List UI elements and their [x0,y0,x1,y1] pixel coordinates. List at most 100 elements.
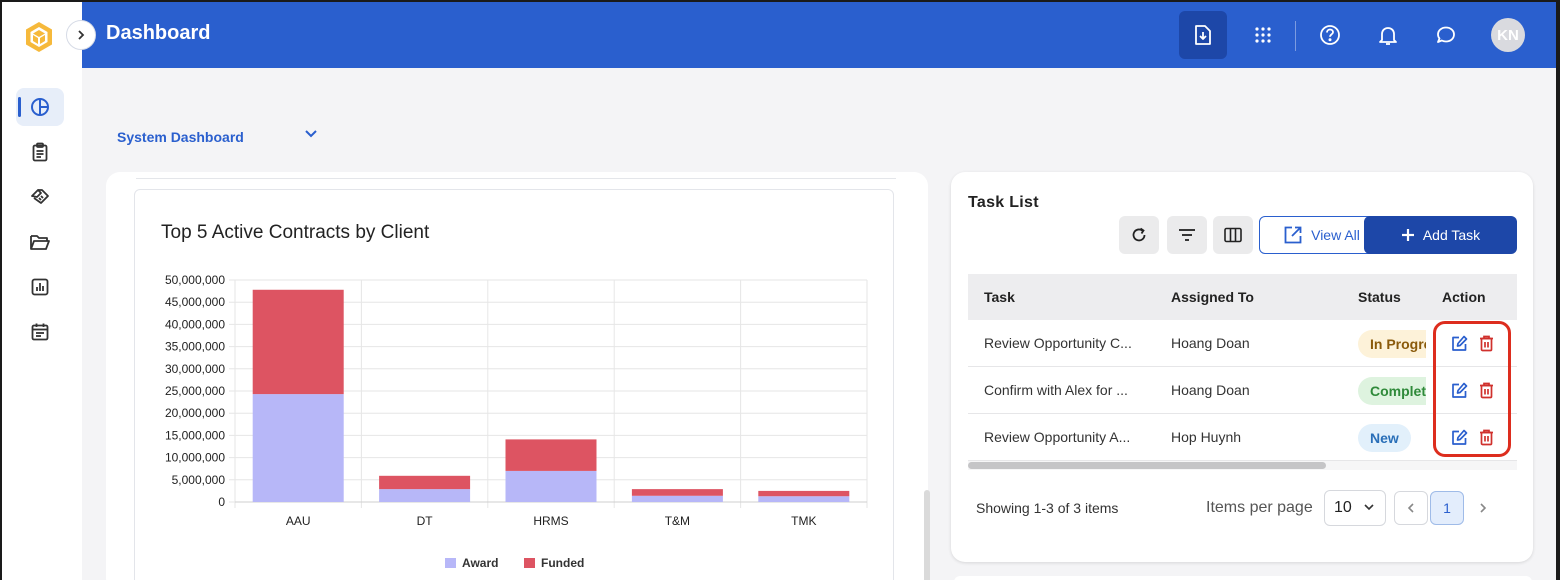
next-page-button[interactable] [1466,491,1500,525]
y-tick-label: 15,000,000 [165,428,225,442]
dashboard-pie-icon [31,98,49,116]
filter-button[interactable] [1167,216,1207,254]
table-row[interactable]: Review Opportunity A... Hop Huynh New [968,414,1517,461]
y-tick-label: 35,000,000 [165,340,225,354]
delete-task-button[interactable] [1476,333,1496,353]
x-tick-label: DT [417,514,434,528]
status-cell: Completed [1358,377,1426,405]
table-row[interactable]: Confirm with Alex for ... Hoang Doan Com… [968,367,1517,414]
status-badge: Completed [1358,377,1426,405]
report-chart-icon [31,278,49,296]
help-button[interactable] [1306,11,1354,59]
next-card-edge [954,576,1532,580]
add-task-label: Add Task [1422,227,1481,243]
bar-award [379,489,471,502]
notifications-button[interactable] [1364,11,1412,59]
table-row[interactable]: Review Opportunity C... Hoang Doan In Pr… [968,320,1517,367]
chevron-down-icon [1364,504,1374,511]
delete-task-button[interactable] [1476,380,1496,400]
status-cell: New [1358,424,1426,452]
table-header: Task Assigned To Status Action [968,274,1517,320]
task-name: Review Opportunity C... [984,335,1132,351]
x-tick-label: AAU [286,514,311,528]
edit-task-button[interactable] [1449,427,1469,447]
refresh-button[interactable] [1119,216,1159,254]
chevron-right-icon [78,30,85,40]
items-per-page-select[interactable]: 10 [1324,490,1386,526]
bar-award [758,496,850,502]
task-name: Review Opportunity A... [984,429,1131,445]
chat-button[interactable] [1422,11,1470,59]
sidebar-item-calendar[interactable] [16,313,64,351]
columns-button[interactable] [1213,216,1253,254]
top-header: Dashboard [82,2,1556,68]
sidebar-item-reports[interactable] [16,268,64,306]
chart-title: Top 5 Active Contracts by Client [161,222,430,243]
assignee-name: Hoang Doan [1171,382,1250,398]
bar-award [252,394,344,502]
sidebar-item-tasks[interactable] [16,133,64,171]
add-task-button[interactable]: Add Task [1364,216,1517,254]
calendar-icon [31,323,49,341]
sidebar-item-documents[interactable] [16,223,64,261]
dashboard-select[interactable]: System Dashboard [117,126,322,148]
bar-funded [379,475,471,490]
legend-label: Funded [541,556,584,570]
x-tick-label: TMK [791,514,816,528]
chart-panel: Top 5 Active Contracts by Client 0 5,000,… [106,172,930,580]
y-tick-label: 20,000,000 [165,406,225,420]
column-header-status[interactable]: Status [1358,289,1401,305]
page-button-current[interactable]: 1 [1430,491,1464,525]
download-button[interactable] [1179,11,1227,59]
refresh-icon [1132,227,1146,242]
page-title: Dashboard [106,22,211,44]
view-all-label: View All [1311,227,1360,243]
trash-icon [1479,429,1493,445]
edit-icon [1451,335,1467,351]
app-logo-icon [22,20,56,54]
y-tick-label: 45,000,000 [165,295,225,309]
open-external-icon [1284,226,1302,244]
vertical-scrollbar[interactable] [924,490,930,580]
contracts-chart-card: Top 5 Active Contracts by Client 0 5,000,… [134,189,894,580]
sidebar-item-contracts[interactable] [16,178,64,216]
bar-award [631,495,723,502]
sidebar-item-dashboard[interactable] [16,88,64,126]
x-tick-label: HRMS [533,514,568,528]
column-header-action: Action [1442,289,1486,305]
apps-button[interactable] [1239,11,1287,59]
edit-task-button[interactable] [1449,333,1469,353]
legend-swatch [445,558,456,568]
column-header-task[interactable]: Task [984,289,1015,305]
horizontal-scrollbar[interactable] [968,462,1326,469]
edit-task-button[interactable] [1449,380,1469,400]
y-tick-label: 50,000,000 [165,273,225,287]
task-list-card: Task List View All Add Task [951,172,1533,562]
view-all-button[interactable]: View All [1259,216,1384,254]
header-divider [1295,21,1296,51]
chevron-right-icon [1480,503,1487,513]
clipboard-icon [32,142,48,162]
y-tick-label: 30,000,000 [165,362,225,376]
y-tick-label: 10,000,000 [165,451,225,465]
legend-label: Award [462,556,498,570]
delete-task-button[interactable] [1476,427,1496,447]
bar-funded [252,289,344,395]
sidebar-toggle-button[interactable] [66,20,96,50]
task-list-title: Task List [968,194,1039,211]
status-badge: In Progress [1358,330,1426,358]
y-tick-label: 0 [218,495,225,509]
sidebar [2,2,82,580]
user-avatar[interactable]: KN [1491,18,1525,52]
items-per-page-value: 10 [1334,499,1352,516]
assignee-name: Hop Huynh [1171,429,1242,445]
chevron-left-icon [1407,503,1414,513]
previous-page-button[interactable] [1394,491,1428,525]
active-indicator [18,97,21,117]
bar-award [505,470,597,502]
x-tick-label: T&M [665,514,690,528]
bar-funded [758,490,850,497]
help-icon [1320,25,1340,45]
column-header-assigned-to[interactable]: Assigned To [1171,289,1254,305]
